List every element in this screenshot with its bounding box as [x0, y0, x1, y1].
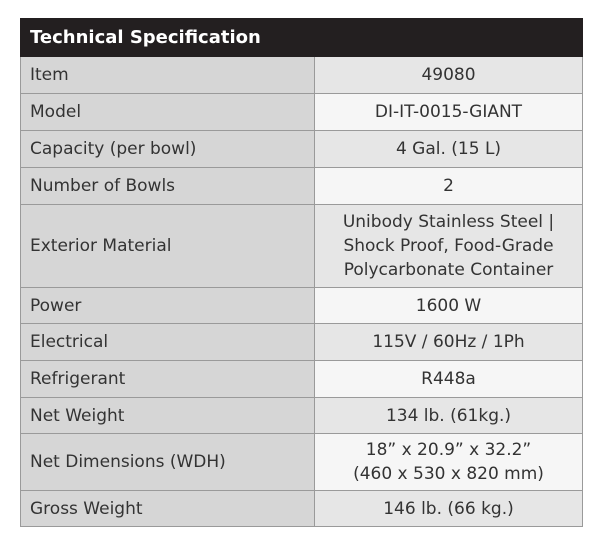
- spec-label: Item: [20, 56, 315, 94]
- spec-row: Refrigerant R448a: [20, 360, 583, 398]
- spec-value: 2: [314, 167, 583, 205]
- spec-row: Net Weight 134 lb. (61kg.): [20, 397, 583, 434]
- spec-value-line: Shock Proof, Food-Grade: [343, 236, 554, 256]
- spec-value: 134 lb. (61kg.): [314, 397, 583, 434]
- spec-label: Model: [20, 93, 315, 131]
- spec-value: 115V / 60Hz / 1Ph: [314, 323, 583, 361]
- spec-label: Power: [20, 287, 315, 324]
- spec-value: 49080: [314, 56, 583, 94]
- table-body: Item 49080 Model DI-IT-0015-GIANT Capacity (…: [20, 56, 583, 527]
- spec-value: Unibody Stainless Steel | Shock Proof, Fo…: [314, 204, 583, 288]
- spec-value-line: 18” x 20.9” x 32.2”: [365, 440, 532, 460]
- spec-label: Net Weight: [20, 397, 315, 434]
- spec-label: Number of Bowls: [20, 167, 315, 205]
- spec-value: 146 lb. (66 kg.): [314, 490, 583, 527]
- spec-value-line: Unibody Stainless Steel |: [342, 212, 555, 232]
- table-title: Technical Specification: [20, 18, 583, 57]
- spec-label: Capacity (per bowl): [20, 130, 315, 168]
- spec-row: Number of Bowls 2: [20, 167, 583, 205]
- spec-value-line: Polycarbonate Container: [343, 260, 554, 280]
- spec-value: DI-IT-0015-GIANT: [314, 93, 583, 131]
- spec-label: Exterior Material: [20, 204, 315, 288]
- spec-label: Electrical: [20, 323, 315, 361]
- spec-value: 4 Gal. (15 L): [314, 130, 583, 168]
- spec-label: Refrigerant: [20, 360, 315, 398]
- spec-row: Exterior Material Unibody Stainless Steel…: [20, 204, 583, 288]
- spec-value-line: (460 x 530 x 820 mm): [353, 464, 544, 484]
- spec-label: Gross Weight: [20, 490, 315, 527]
- spec-value: R448a: [314, 360, 583, 398]
- spec-value: 1600 W: [314, 287, 583, 324]
- spec-label: Net Dimensions (WDH): [20, 433, 315, 491]
- spec-value: 18” x 20.9” x 32.2” (460 x 530 x 820 mm): [314, 433, 583, 491]
- spec-row: Electrical 115V / 60Hz / 1Ph: [20, 323, 583, 361]
- spec-row: Power 1600 W: [20, 287, 583, 324]
- spec-row: Net Dimensions (WDH) 18” x 20.9” x 32.2” (…: [20, 433, 583, 491]
- spec-row: Item 49080: [20, 56, 583, 94]
- spec-table: Technical Specification Item 49080 Model DI…: [20, 18, 583, 527]
- spec-row: Model DI-IT-0015-GIANT: [20, 93, 583, 131]
- header-row: Technical Specification: [20, 18, 583, 57]
- spec-row: Gross Weight 146 lb. (66 kg.): [20, 490, 583, 527]
- spec-row: Capacity (per bowl) 4 Gal. (15 L): [20, 130, 583, 168]
